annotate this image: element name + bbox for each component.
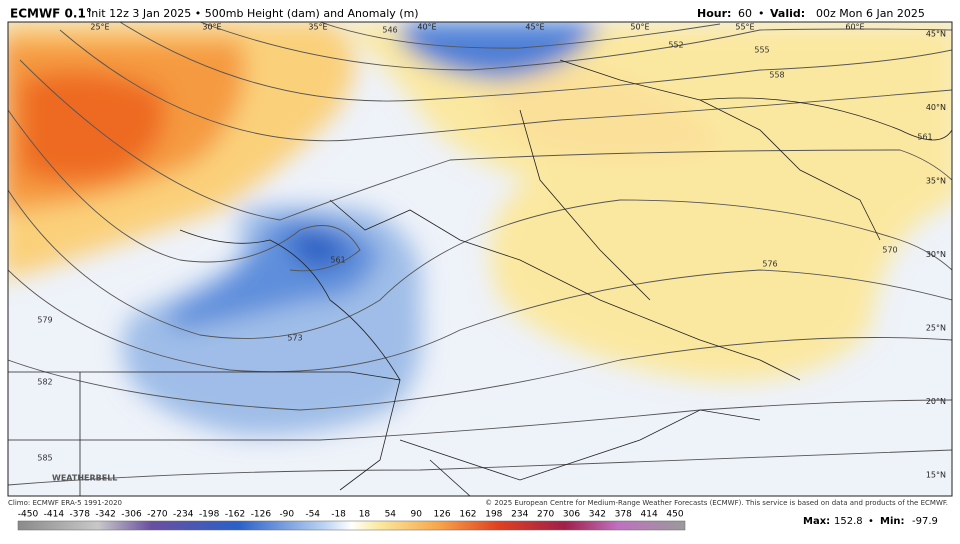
colorbar-label: -198	[199, 510, 220, 520]
colorbar-label: -270	[147, 510, 168, 520]
colorbar-label: 234	[511, 510, 528, 520]
contour-label: 561	[917, 133, 932, 142]
colorbar-label: 18	[359, 510, 371, 520]
colorbar-label: 414	[641, 510, 658, 520]
climo: Climo: ECMWF ERA-5 1991-2020	[8, 499, 122, 507]
colorbar-label: -90	[279, 510, 294, 520]
contour-label: 585	[37, 454, 52, 463]
colorbar-label: -126	[251, 510, 272, 520]
colorbar-label: -306	[121, 510, 142, 520]
longitude-label: 25°E	[90, 23, 109, 32]
separator: •	[868, 516, 874, 527]
contour-labels: 546 552 555 558 561 561 570 576 573 579 582 585	[37, 26, 932, 463]
contour-label: 552	[668, 41, 683, 50]
latitude-label: 30°N	[926, 250, 946, 259]
contour-label: 582	[37, 378, 52, 387]
colorbar-label: -342	[95, 510, 115, 520]
latitude-label: 35°N	[926, 177, 946, 186]
colorbar-label: 342	[589, 510, 606, 520]
contour-label: 573	[287, 334, 302, 343]
contour-label: 579	[37, 316, 52, 325]
longitude-label: 60°E	[845, 23, 864, 32]
longitude-label: 50°E	[630, 23, 649, 32]
colorbar-label: 54	[385, 510, 397, 520]
latitude-label: 20°N	[926, 397, 946, 406]
colorbar-label: -162	[225, 510, 245, 520]
colorbar-label: 126	[433, 510, 450, 520]
valid-label: Valid:	[770, 7, 805, 20]
contour-label: 546	[382, 26, 397, 35]
colorbar-labels: -450 -414 -378 -342 -306 -270 -234 -198 -162 -126…	[18, 510, 684, 520]
separator: •	[758, 7, 765, 20]
contour-label: 558	[769, 71, 784, 80]
valid: 00z Mon 6 Jan 2025	[816, 7, 925, 20]
latitude-label: 45°N	[926, 30, 946, 39]
anomaly-fill	[8, 22, 952, 436]
longitude-label: 40°E	[417, 23, 436, 32]
model: ECMWF 0.1°	[10, 7, 92, 21]
map: 25°E 30°E 35°E 40°E 45°E 50°E 55°E 60°E 45°N 40°…	[7, 21, 953, 497]
latitude-label: 25°N	[926, 324, 946, 333]
contours	[8, 22, 952, 486]
max-label: Max:	[803, 516, 830, 527]
contour-label: 576	[762, 260, 777, 269]
colorbar-label: -450	[18, 510, 39, 520]
hour: 60	[738, 7, 752, 20]
colorbar-label: 270	[537, 510, 554, 520]
copyright: © 2025 European Centre for Medium-Range …	[485, 499, 948, 507]
colorbar-label: -18	[331, 510, 346, 520]
longitude-label: 45°E	[525, 23, 544, 32]
colorbar-label: -414	[44, 510, 65, 520]
contour-label: 555	[754, 46, 769, 55]
borders	[8, 59, 952, 496]
colorbar-label: 306	[563, 510, 580, 520]
colorbar-label: 198	[485, 510, 502, 520]
latitude-labels: 45°N 40°N 35°N 30°N 25°N 20°N 15°N	[926, 30, 946, 480]
colorbar-label: 90	[410, 510, 422, 520]
colorbar-label: 162	[459, 510, 476, 520]
contour-label: 561	[330, 256, 345, 265]
contour-label: 570	[882, 246, 897, 255]
max: 152.8	[834, 516, 863, 527]
logo: WEATHERBELL	[52, 474, 117, 483]
min-label: Min:	[880, 516, 905, 527]
latitude-label: 40°N	[926, 103, 946, 112]
hour-label: Hour:	[697, 7, 731, 20]
longitude-label: 35°E	[308, 23, 327, 32]
colorbar	[17, 520, 686, 531]
longitude-labels: 25°E 30°E 35°E 40°E 45°E 50°E 55°E 60°E	[90, 23, 864, 32]
latitude-label: 15°N	[926, 471, 946, 480]
colorbar-label: -54	[305, 510, 320, 520]
longitude-label: 30°E	[202, 23, 221, 32]
colorbar-label: -234	[173, 510, 194, 520]
colorbar-label: 378	[615, 510, 632, 520]
description: Init 12z 3 Jan 2025 • 500mb Height (dam)…	[88, 7, 419, 20]
map-frame	[7, 21, 953, 497]
colorbar-label: 450	[666, 510, 683, 520]
min: -97.9	[912, 516, 938, 527]
colorbar-label: -378	[70, 510, 91, 520]
longitude-label: 55°E	[735, 23, 754, 32]
